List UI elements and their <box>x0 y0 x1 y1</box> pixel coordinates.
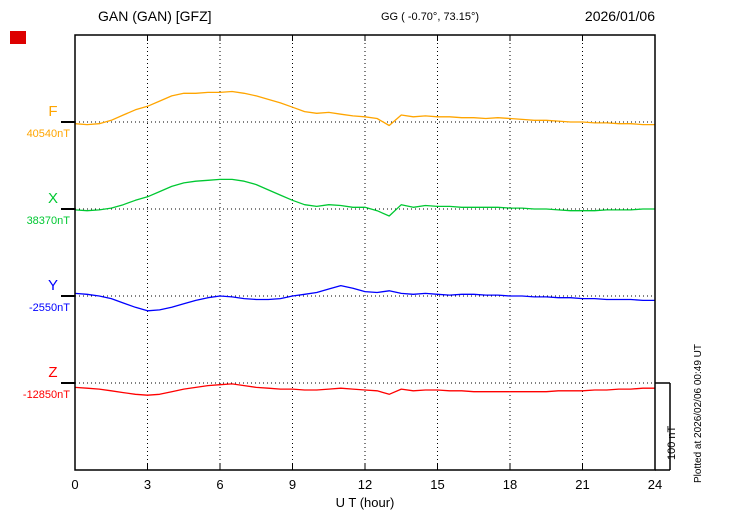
x-tick-label: 9 <box>289 477 296 492</box>
x-axis-label: U T (hour) <box>335 495 395 510</box>
geographic-coordinates: GG ( -0.70°, 73.15°) <box>380 11 480 23</box>
series-label-Y: Y <box>48 277 58 294</box>
series-line-Z <box>74 383 655 396</box>
station-title: GAN (GAN) [GFZ] <box>98 8 212 24</box>
plot-date: 2026/01/06 <box>584 8 655 24</box>
series-label-X: X <box>48 190 58 207</box>
x-tick-label: 18 <box>503 477 517 492</box>
plotted-at-timestamp: Plotted at 2026/02/06 00:49 UT <box>693 344 704 483</box>
x-tick-label: 3 <box>144 477 151 492</box>
series-baseline-value-F: 40540nT <box>27 128 71 140</box>
plot-frame <box>74 34 656 471</box>
scale-bar-label: 100 nT <box>666 425 678 460</box>
series-baseline-value-Y: -2550nT <box>29 302 70 314</box>
series-baseline-value-Z: -12850nT <box>23 389 70 401</box>
x-tick-label: 21 <box>575 477 589 492</box>
status-marker <box>10 31 26 44</box>
x-tick-label: 15 <box>430 477 444 492</box>
series-label-F: F <box>48 103 57 120</box>
series-baseline-value-X: 38370nT <box>27 215 71 227</box>
series-line-Y <box>74 284 655 312</box>
x-tick-label: 0 <box>71 477 78 492</box>
x-tick-label: 6 <box>216 477 223 492</box>
series-label-Z: Z <box>48 364 57 381</box>
series-line-X <box>74 178 655 217</box>
x-tick-label: 24 <box>648 477 662 492</box>
series-line-F <box>74 90 655 127</box>
x-tick-label: 12 <box>358 477 372 492</box>
